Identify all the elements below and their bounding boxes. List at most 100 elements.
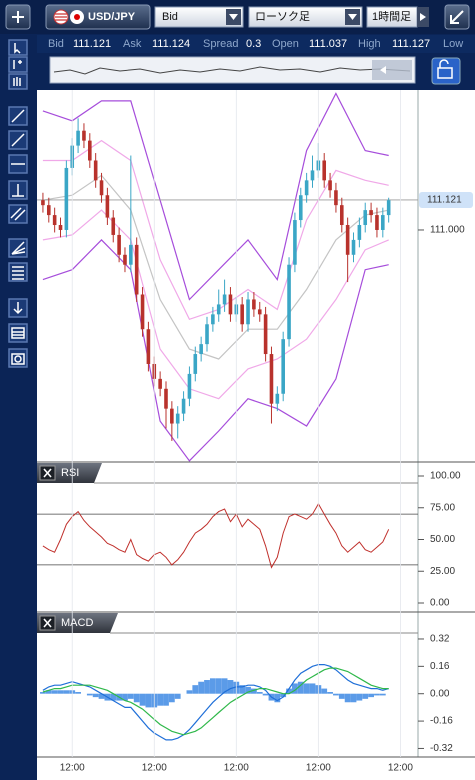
close-icon [43,618,52,628]
quote-value: 111.037 [309,38,347,50]
chart-type-select[interactable] [248,6,363,28]
histogram-bar [157,693,164,706]
candle-body [105,195,110,218]
candle-body [41,200,45,206]
histogram-bar [204,680,210,694]
y-tick-label: 0.32 [430,634,450,645]
candle-body [228,294,233,315]
jp-flag-dot [74,14,80,20]
last-price-label: 111.121 [427,195,462,206]
price-type: Bid [162,11,178,23]
candle-body [293,220,297,265]
tool-icon [13,302,23,315]
collapse-icon [450,10,464,24]
tool-icon [14,43,21,54]
x-tick-label: 12:00 [142,763,167,774]
histogram-bar [186,690,193,694]
histogram-bar [133,693,140,703]
histogram-bar [51,690,58,694]
histogram-bar [297,681,304,694]
candle-body [345,225,350,255]
histogram-bar [350,693,357,703]
candle-body [181,398,186,414]
histogram-bar [75,692,81,694]
chart-type: ローソク足 [255,10,310,23]
y-tick-label: 75.00 [430,502,455,513]
quote-value: 111.121 [73,38,111,50]
candle-body [269,354,274,404]
histogram-bar [163,693,169,706]
y-tick-label: 0.00 [430,598,450,609]
candle-body [46,205,51,216]
quote-label: High [358,38,381,50]
quote-label: Ask [123,38,142,50]
macd-title: MACD [61,617,93,629]
tool-icon [10,207,26,221]
add-icon [12,11,24,23]
symbol-button[interactable] [45,4,151,30]
chart-area [37,90,475,780]
lock-button[interactable] [431,57,461,85]
candle-body [334,190,338,206]
candle-body [175,413,180,424]
candle-body [339,205,344,226]
histogram-bar [256,692,263,694]
histogram-bar [209,678,216,694]
histogram-bar [379,693,386,696]
candle-body [117,234,121,255]
macd-line [42,664,389,741]
candle-body [76,130,80,146]
tool-hand[interactable] [8,73,28,90]
quote-value: 111.127 [392,38,430,50]
quote-label: Open [272,38,299,50]
tool-icon [11,327,25,339]
candle-body [211,314,215,325]
tool-icon [11,353,25,365]
price-type-select[interactable] [154,6,244,28]
y-tick-label: 25.00 [430,566,455,577]
histogram-bar [168,693,175,703]
tool-icon [12,184,24,197]
histogram-bar [221,678,228,694]
histogram-bar [362,693,369,699]
candle-body [310,170,315,181]
candle-body [170,408,174,424]
dropdown-arrow [348,14,357,20]
histogram-bar [192,685,199,694]
candle-body [322,160,327,181]
tool-channel[interactable] [8,204,28,224]
tool-icon [13,77,21,86]
y-tick-label: 0.16 [430,661,450,672]
candle-body [146,329,151,364]
histogram-bar [110,693,117,701]
histogram-bar [292,683,298,694]
navigator-window[interactable] [372,60,412,80]
tool-icon [11,241,26,255]
quote-bar [37,35,475,53]
histogram-bar [239,685,246,694]
candle-body [328,180,332,191]
band-line [42,209,389,400]
histogram-bar [245,686,251,694]
candle-body [363,210,368,226]
tool-select-add[interactable] [8,56,28,73]
symbol: USD/JPY [88,11,136,23]
candle-body [381,215,385,230]
candle-body [205,324,209,345]
us-flag-stripes [55,13,67,21]
candle-body [82,130,86,141]
histogram-bar [127,693,134,699]
histogram-bar [344,693,351,703]
tool-icon [11,109,25,123]
y-tick-label: -0.32 [430,743,453,754]
candle-body [246,299,250,325]
tool-icon [11,133,25,147]
tools [8,39,28,368]
tool-select[interactable] [8,39,28,56]
candle-body [88,140,92,161]
histogram-bar [86,693,93,696]
histogram-bar [333,693,339,696]
candle-body [111,217,116,235]
x-tick-label: 12:00 [306,763,331,774]
tool-icon [12,266,24,280]
